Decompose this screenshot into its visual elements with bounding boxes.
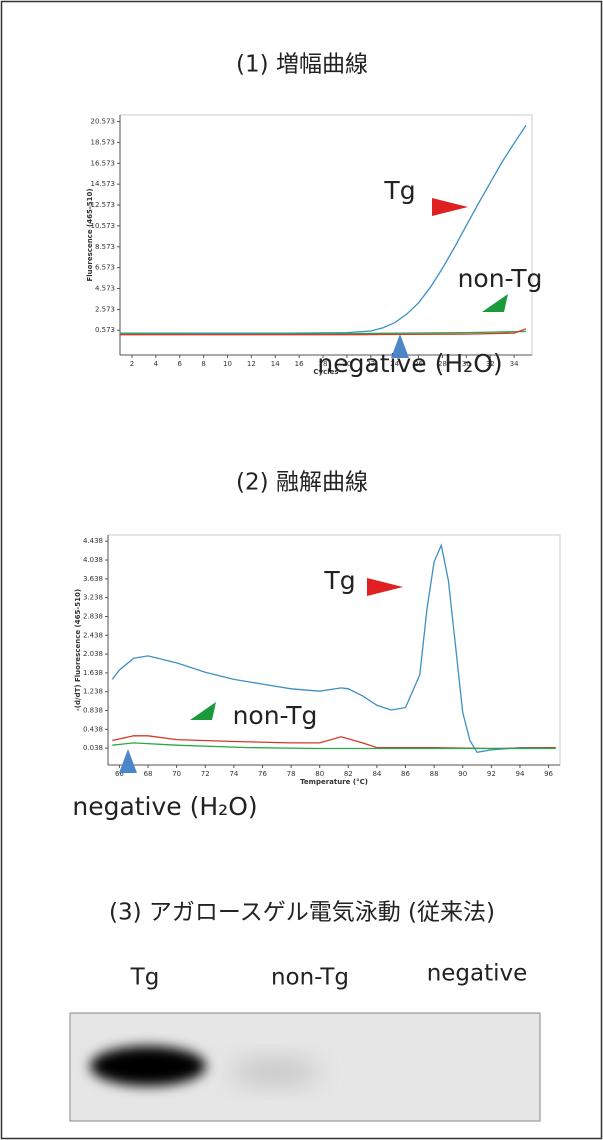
- y-tick-label: 4.438: [83, 537, 103, 545]
- x-tick-label: 68: [144, 770, 153, 778]
- x-tick-label: 82: [344, 770, 353, 778]
- lane-label: negative: [427, 961, 528, 987]
- x-axis-label: Temperature (°C): [300, 778, 368, 786]
- x-tick-label: 94: [515, 770, 524, 778]
- lane-label: Tg: [130, 965, 160, 991]
- x-tick-label: 10: [223, 360, 232, 368]
- y-tick-label: 2.573: [95, 305, 115, 313]
- band: [230, 1058, 320, 1086]
- section-title: (3) アガロースゲル電気泳動 (従来法): [109, 900, 495, 926]
- x-tick-label: 78: [287, 770, 296, 778]
- chart-title: (2) 融解曲線: [236, 470, 368, 496]
- y-tick-label: 16.573: [91, 159, 116, 167]
- y-tick-label: 0.038: [83, 744, 103, 752]
- x-tick-label: 70: [172, 770, 181, 778]
- x-tick-label: 96: [544, 770, 553, 778]
- y-tick-label: 0.438: [83, 725, 103, 733]
- lane-label: non-Tg: [271, 965, 349, 991]
- arrow: [391, 334, 409, 358]
- y-tick-label: 10.573: [91, 222, 116, 230]
- x-tick-label: 90: [458, 770, 467, 778]
- y-tick-label: 1.238: [83, 688, 103, 696]
- y-tick-label: 2.038: [83, 650, 103, 658]
- y-tick-label: 3.638: [83, 575, 103, 583]
- arrow: [432, 198, 468, 216]
- x-tick-label: 74: [229, 770, 238, 778]
- x-tick-label: 88: [430, 770, 439, 778]
- x-tick-label: 84: [372, 770, 381, 778]
- annotation: Tg: [323, 566, 355, 595]
- y-tick-label: 2.838: [83, 612, 103, 620]
- y-tick-label: 0.573: [95, 326, 115, 334]
- x-tick-label: 4: [154, 360, 159, 368]
- y-tick-label: 4.038: [83, 556, 103, 564]
- x-tick-label: 14: [271, 360, 280, 368]
- x-tick-label: 6: [177, 360, 182, 368]
- annotation: non-Tg: [233, 701, 318, 730]
- arrow: [190, 702, 216, 720]
- arrow: [119, 749, 137, 773]
- y-tick-label: 8.573: [95, 243, 115, 251]
- x-tick-label: 16: [295, 360, 304, 368]
- y-tick-label: 18.573: [91, 138, 116, 146]
- y-tick-label: 12.573: [91, 201, 116, 209]
- figure: (3) アガロースゲル電気泳動 (従来法) Tg non-Tg negative…: [0, 0, 603, 1140]
- y-tick-label: 1.638: [83, 669, 103, 677]
- annotation: non-Tg: [458, 264, 543, 293]
- annotation: negative (H₂O): [72, 792, 257, 821]
- data-line: [112, 736, 555, 749]
- plot-area: [120, 115, 532, 355]
- data-line: [112, 743, 555, 749]
- y-tick-label: 2.438: [83, 631, 103, 639]
- y-tick-label: 3.238: [83, 594, 103, 602]
- band: [90, 1046, 206, 1086]
- annotation: negative (H₂O): [317, 349, 502, 378]
- x-tick-label: 12: [247, 360, 256, 368]
- x-tick-label: 2: [130, 360, 134, 368]
- x-tick-label: 92: [487, 770, 496, 778]
- data-line: [120, 125, 526, 333]
- y-axis-label: Fluorescence (465-510): [86, 188, 94, 281]
- annotation: Tg: [383, 176, 415, 205]
- y-tick-label: 4.573: [95, 284, 115, 292]
- x-tick-label: 86: [401, 770, 410, 778]
- x-tick-label: 72: [201, 770, 210, 778]
- arrow: [367, 578, 403, 596]
- y-tick-label: 14.573: [91, 180, 116, 188]
- x-tick-label: 8: [201, 360, 205, 368]
- y-axis-label: -(d/dT) Fluorescence (465-510): [74, 589, 82, 711]
- x-tick-label: 76: [258, 770, 267, 778]
- y-tick-label: 0.838: [83, 707, 103, 715]
- y-tick-label: 6.573: [95, 264, 115, 272]
- arrow: [482, 294, 508, 312]
- gel-image: [70, 1013, 540, 1121]
- x-tick-label: 80: [315, 770, 324, 778]
- x-tick-label: 34: [510, 360, 519, 368]
- chart-title: (1) 増幅曲線: [236, 52, 368, 78]
- y-tick-label: 20.573: [91, 118, 116, 126]
